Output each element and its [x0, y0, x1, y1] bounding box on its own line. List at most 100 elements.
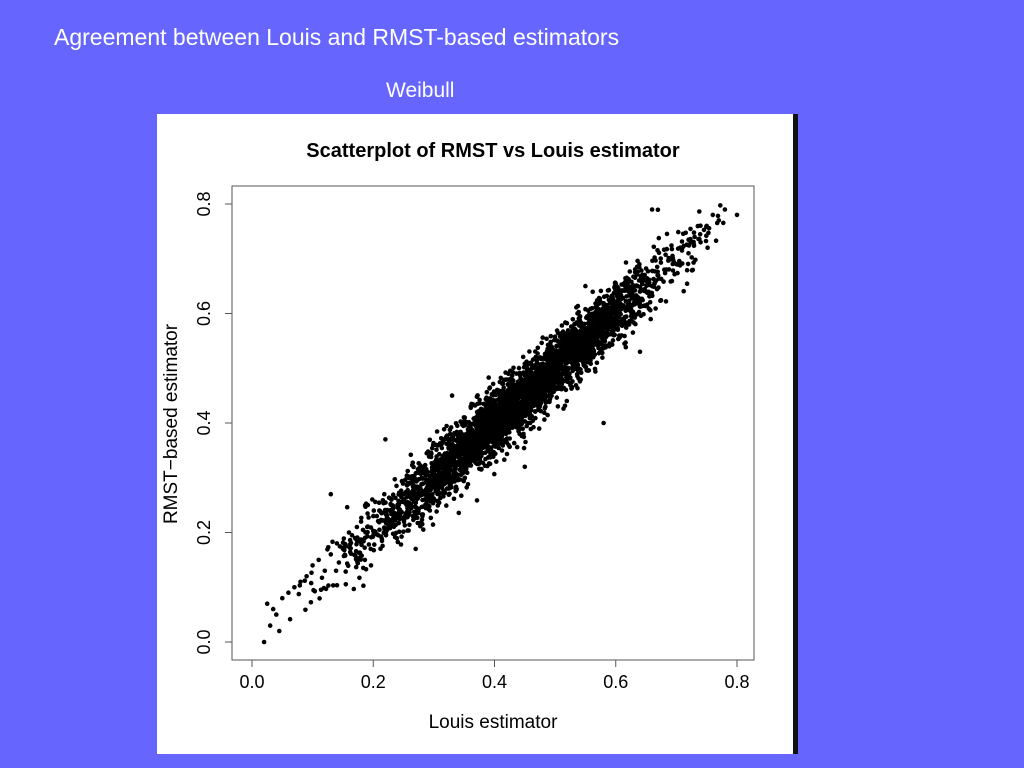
data-point: [326, 545, 331, 550]
data-point: [366, 515, 371, 520]
data-point: [504, 451, 510, 457]
data-point: [474, 422, 480, 428]
data-point: [559, 354, 565, 360]
data-point: [488, 420, 494, 426]
data-point: [371, 547, 377, 553]
data-point: [469, 401, 474, 407]
data-point: [442, 437, 447, 442]
data-point: [434, 447, 439, 453]
scatterplot-chart: Scatterplot of RMST vs Louis estimator 0…: [161, 140, 755, 733]
data-point: [517, 431, 522, 437]
data-point: [520, 354, 526, 360]
data-point: [613, 311, 618, 316]
data-point: [510, 398, 515, 404]
data-point: [705, 245, 710, 250]
data-point: [400, 515, 405, 521]
data-point: [530, 377, 536, 382]
data-point: [692, 234, 697, 240]
data-point: [601, 294, 607, 299]
data-point: [358, 557, 364, 562]
data-point: [453, 484, 459, 490]
data-point: [540, 374, 546, 380]
y-tick-label: 0.6: [194, 301, 214, 326]
data-point: [686, 251, 691, 256]
data-point: [624, 314, 629, 319]
data-point: [547, 369, 553, 374]
data-point: [377, 527, 382, 533]
data-point: [584, 357, 589, 363]
data-point: [530, 418, 536, 424]
data-point: [612, 315, 618, 320]
data-point: [634, 272, 640, 277]
data-point: [353, 564, 359, 570]
data-point: [610, 338, 616, 343]
data-point: [418, 464, 423, 470]
data-point: [499, 426, 505, 432]
y-tick-label: 0.0: [194, 629, 214, 654]
data-point: [383, 532, 389, 537]
data-point: [500, 432, 505, 437]
data-point: [374, 513, 380, 519]
slide-subtitle: Weibull: [386, 79, 455, 102]
data-point: [537, 401, 542, 407]
data-point: [436, 451, 442, 457]
data-point: [397, 490, 402, 496]
data-point: [691, 243, 697, 248]
data-point: [589, 305, 595, 311]
data-point: [623, 344, 629, 350]
data-point: [648, 316, 653, 322]
data-point: [642, 272, 647, 278]
data-point: [514, 425, 519, 430]
data-point: [590, 289, 595, 295]
data-point: [434, 429, 440, 434]
data-point: [404, 494, 409, 500]
data-point: [627, 318, 632, 324]
data-point: [679, 239, 685, 244]
data-point: [601, 322, 606, 327]
data-point: [509, 406, 514, 411]
data-point: [477, 397, 482, 403]
data-point: [521, 365, 527, 370]
data-point: [658, 260, 664, 265]
data-point: [487, 461, 493, 467]
data-point: [528, 426, 534, 432]
data-point: [693, 257, 698, 263]
data-point: [538, 384, 543, 389]
data-point: [368, 563, 374, 568]
data-point: [514, 444, 520, 450]
data-point: [560, 379, 566, 385]
data-point: [577, 355, 582, 360]
data-point: [623, 340, 628, 345]
data-point: [538, 408, 544, 414]
data-point: [478, 438, 484, 444]
data-point: [483, 420, 489, 426]
data-point: [359, 515, 364, 521]
data-point: [521, 409, 527, 415]
data-point: [564, 398, 570, 404]
data-point: [561, 385, 567, 391]
data-point: [392, 477, 398, 482]
data-point: [639, 268, 644, 273]
data-point: [483, 407, 488, 412]
data-point: [558, 360, 564, 366]
data-point: [340, 546, 346, 552]
data-point: [603, 314, 609, 319]
data-point: [316, 557, 321, 563]
data-point: [424, 498, 429, 504]
data-point: [402, 523, 408, 528]
data-point: [394, 483, 399, 489]
data-point: [458, 463, 464, 469]
data-point: [612, 332, 617, 338]
data-point: [420, 497, 425, 503]
data-point: [655, 207, 661, 213]
data-point: [631, 294, 637, 300]
data-point: [398, 542, 404, 547]
data-point: [438, 442, 444, 447]
data-point: [447, 475, 453, 481]
data-point: [533, 354, 538, 360]
data-point: [684, 281, 690, 286]
data-point: [456, 510, 462, 516]
data-point: [615, 307, 621, 313]
data-point: [349, 533, 355, 538]
data-point: [559, 371, 565, 376]
